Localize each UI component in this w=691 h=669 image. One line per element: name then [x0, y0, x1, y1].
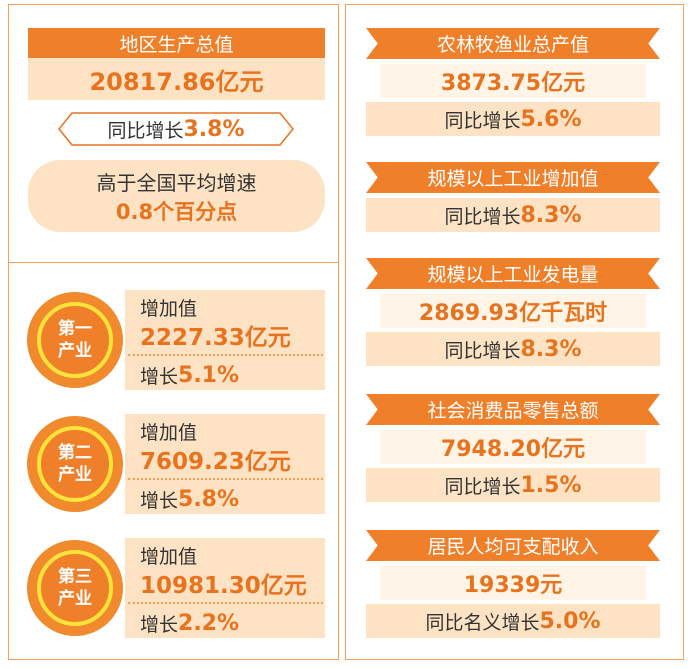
growth: 增长 5.1% [140, 360, 239, 390]
summary-value: 20817.86亿元 [28, 58, 325, 100]
badge: 第二 产业 [27, 416, 123, 512]
compare-line2: 0.8个百分点 [115, 199, 238, 224]
growth-label: 同比增长 [444, 475, 521, 498]
growth-label: 增长 [140, 613, 179, 636]
dotted-line [128, 602, 323, 604]
info-box [125, 414, 325, 514]
compare-line1: 高于全国平均增速 [96, 170, 257, 195]
badge-line1: 第三 [58, 567, 92, 587]
added-value: 10981.30亿元 [140, 573, 307, 599]
growth-value: 3.8% [183, 116, 245, 142]
indicator-growth: 同比增长 8.3% [366, 332, 660, 366]
badge-ring: 第三 产业 [37, 550, 113, 626]
indicator-title: 规模以上工业增加值 [366, 162, 660, 193]
growth-band [366, 468, 660, 502]
indicator-title: 农林牧渔业总产值 [366, 28, 660, 59]
badge-line2: 产业 [58, 341, 92, 361]
growth-frame [58, 112, 294, 146]
indicator-value: 2869.93亿千瓦时 [380, 294, 646, 328]
added-value: 7609.23亿元 [140, 449, 291, 475]
indicator-title: 规模以上工业发电量 [366, 258, 660, 289]
indicator-value: 19339元 [380, 566, 646, 600]
badge-line1: 第二 [58, 443, 92, 463]
added-label: 增加值 [140, 545, 198, 568]
indicator-growth: 同比增长 5.6% [366, 102, 660, 136]
info-box [125, 538, 325, 638]
indicator-title: 居民人均可支配收入 [366, 530, 660, 561]
growth-value: 2.2% [178, 610, 240, 636]
growth-label: 同比名义增长 [425, 611, 540, 634]
added-label: 增加值 [140, 421, 198, 444]
dotted-line [128, 478, 323, 480]
growth-value: 5.6% [520, 106, 582, 132]
info-box [125, 290, 325, 390]
indicator-growth: 同比增长 8.3% [366, 198, 660, 232]
growth: 增长 2.2% [140, 608, 239, 638]
badge-line2: 产业 [58, 465, 92, 485]
badge-line2: 产业 [58, 589, 92, 609]
compare-box: 高于全国平均增速 0.8个百分点 [28, 160, 325, 232]
growth-label: 同比增长 [444, 205, 521, 228]
summary-growth: 同比增长 3.8% [58, 112, 294, 146]
growth-value: 8.3% [520, 336, 582, 362]
indicator-title: 社会消费品零售总额 [366, 394, 660, 425]
badge-ring: 第二 产业 [37, 426, 113, 502]
badge-ring: 第一 产业 [37, 302, 113, 378]
badge: 第一 产业 [27, 292, 123, 388]
growth-label: 增长 [140, 365, 179, 388]
badge: 第三 产业 [27, 540, 123, 636]
growth-label: 同比增长 [444, 109, 521, 132]
summary-title: 地区生产总值 [28, 28, 325, 58]
growth-band [366, 102, 660, 136]
badge-line1: 第一 [58, 319, 92, 339]
growth-label: 同比增长 [444, 339, 521, 362]
growth: 增长 5.8% [140, 484, 239, 514]
growth-value: 5.0% [539, 608, 601, 634]
growth-value: 8.3% [520, 202, 582, 228]
indicator-value: 7948.20亿元 [380, 430, 646, 464]
growth-value: 5.1% [178, 362, 240, 388]
growth-label: 增长 [140, 489, 179, 512]
added-value: 2227.33亿元 [140, 325, 291, 351]
dotted-line [128, 354, 323, 356]
growth-band [366, 198, 660, 232]
growth-value: 1.5% [520, 472, 582, 498]
indicator-value: 3873.75亿元 [380, 64, 646, 98]
added-label: 增加值 [140, 297, 198, 320]
indicator-growth: 同比名义增长 5.0% [366, 604, 660, 638]
indicator-growth: 同比增长 1.5% [366, 468, 660, 502]
growth-value: 5.8% [178, 486, 240, 512]
growth-band [366, 332, 660, 366]
growth-band [366, 604, 660, 638]
growth-label: 同比增长 [107, 119, 184, 142]
